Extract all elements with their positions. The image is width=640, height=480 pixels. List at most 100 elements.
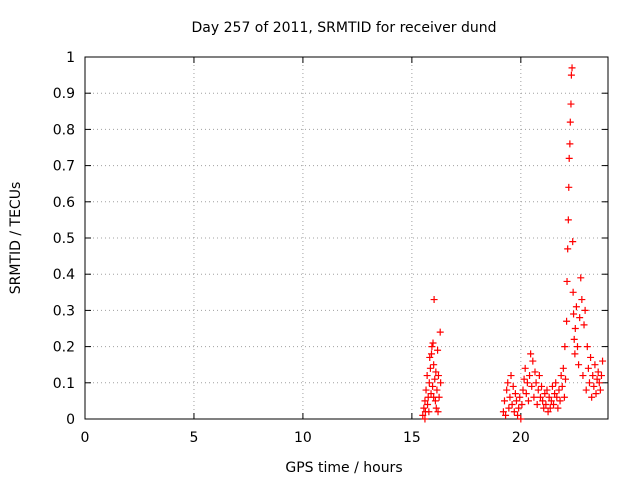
data-point: [592, 390, 600, 398]
x-tick-label: 5: [189, 430, 198, 446]
data-point: [504, 379, 512, 387]
data-point: [554, 404, 562, 412]
data-point: [425, 408, 433, 416]
x-tick-label: 0: [81, 430, 90, 446]
data-point: [535, 372, 543, 380]
y-tick-label: 1: [66, 50, 75, 66]
data-point: [584, 364, 592, 372]
data-point: [538, 382, 546, 390]
chart-title: Day 257 of 2011, SRMTID for receiver dun…: [192, 20, 497, 36]
data-point: [531, 368, 539, 376]
data-point: [421, 415, 429, 423]
data-point: [595, 379, 603, 387]
y-tick-label: 0: [66, 412, 75, 428]
data-point: [596, 386, 604, 394]
data-point: [423, 372, 431, 380]
data-point: [431, 375, 439, 383]
y-tick-label: 0.1: [53, 376, 75, 392]
data-point: [562, 375, 570, 383]
data-point: [505, 404, 513, 412]
data-point: [540, 404, 548, 412]
data-point: [567, 100, 575, 108]
data-point: [546, 404, 554, 412]
data-point: [528, 382, 536, 390]
data-point: [507, 372, 515, 380]
data-point: [578, 296, 586, 304]
data-point: [521, 364, 529, 372]
y-tick-label: 0.5: [53, 231, 75, 247]
data-point: [426, 353, 434, 361]
data-point: [560, 393, 568, 401]
data-point: [434, 372, 442, 380]
data-point: [532, 379, 540, 387]
data-point: [572, 303, 580, 311]
data-point: [545, 393, 553, 401]
x-axis: 0 5 10 15 20: [81, 57, 530, 446]
data-point: [553, 393, 561, 401]
data-point: [503, 386, 511, 394]
data-point: [429, 339, 437, 347]
data-point: [500, 397, 508, 405]
data-point: [512, 397, 520, 405]
data-point: [527, 350, 535, 358]
data-point: [510, 408, 518, 416]
data-point: [427, 390, 435, 398]
data-point: [591, 361, 599, 369]
data-point: [436, 328, 444, 336]
data-point: [551, 390, 559, 398]
data-point: [428, 343, 436, 351]
data-point: [429, 382, 437, 390]
data-point: [499, 408, 507, 416]
data-point: [582, 386, 590, 394]
data-point: [420, 404, 428, 412]
x-tick-label: 15: [403, 430, 421, 446]
data-point: [421, 397, 429, 405]
y-tick-label: 0.7: [53, 159, 75, 175]
data-point: [502, 411, 510, 419]
data-point: [556, 397, 564, 405]
data-points: [419, 64, 607, 423]
data-point: [520, 375, 528, 383]
data-point: [570, 310, 578, 318]
data-point: [559, 364, 567, 372]
data-point: [541, 390, 549, 398]
data-point: [543, 386, 551, 394]
y-tick-label: 0.6: [53, 195, 75, 211]
data-point: [529, 357, 537, 365]
data-point: [564, 216, 572, 224]
data-point: [563, 317, 571, 325]
data-point: [571, 325, 579, 332]
data-point: [557, 372, 565, 380]
data-point: [508, 401, 516, 409]
data-point: [509, 382, 517, 390]
data-point: [569, 288, 577, 296]
data-point: [514, 411, 522, 419]
y-axis: 0 0.1 0.2 0.3 0.4 0.5 0.6 0.7 0.8 0.9 1: [53, 50, 608, 428]
y-tick-label: 0.4: [53, 267, 75, 283]
data-point: [519, 386, 527, 394]
data-point: [589, 372, 597, 380]
data-point: [585, 379, 593, 387]
data-point: [533, 401, 541, 409]
data-point: [576, 314, 584, 322]
data-point: [511, 390, 519, 398]
data-point: [561, 343, 569, 351]
data-point: [432, 404, 440, 412]
data-point: [430, 296, 438, 304]
data-point: [424, 401, 432, 409]
data-point: [569, 238, 577, 246]
data-point: [434, 346, 442, 354]
data-point: [571, 350, 579, 358]
x-tick-label: 10: [294, 430, 312, 446]
data-point: [548, 382, 556, 390]
x-tick-label: 20: [512, 430, 530, 446]
data-point: [523, 379, 531, 387]
data-point: [432, 368, 440, 376]
data-point: [522, 390, 530, 398]
data-point: [430, 393, 438, 401]
data-point: [515, 404, 523, 412]
data-point: [544, 408, 552, 416]
data-point: [433, 386, 441, 394]
grid-lines: [85, 57, 608, 419]
